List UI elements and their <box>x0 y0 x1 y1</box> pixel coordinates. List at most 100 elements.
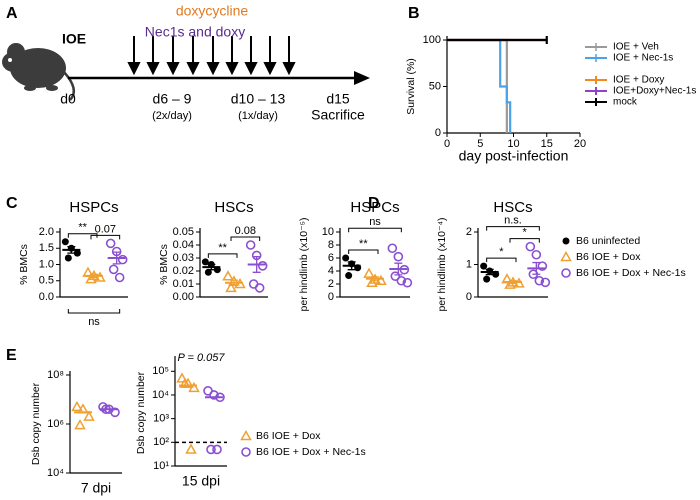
sig-label: n.s. <box>504 215 522 227</box>
y-tick-label: 100 <box>423 34 441 46</box>
chart-title: HSPCs <box>69 199 118 216</box>
sig-bracket <box>90 234 121 240</box>
data-point <box>245 240 256 250</box>
legend-label: IOE + Doxy <box>613 75 664 86</box>
dose-arrows <box>127 36 296 76</box>
y-tick-label: 0.03 <box>173 252 194 264</box>
y-tick-label: 10 <box>322 226 334 238</box>
chart-title: HSCs <box>493 199 532 216</box>
p-value: P = 0.057 <box>178 352 226 364</box>
data-point <box>188 381 200 393</box>
legend-marker <box>241 447 251 457</box>
y-tick-label: 10⁸ <box>47 369 64 381</box>
y-tick-label: 10¹ <box>153 460 169 472</box>
y-tick-label: 10⁶ <box>47 418 64 430</box>
data-point <box>201 258 209 266</box>
x-axis-label: day post-infection <box>459 148 569 164</box>
error-bar <box>509 280 517 284</box>
panel-label: A <box>6 5 18 22</box>
sig-label: 0.08 <box>235 225 256 237</box>
panel-label: E <box>6 347 17 364</box>
data-point <box>540 277 551 288</box>
data-point <box>185 443 197 454</box>
chart-title: HSCs <box>214 199 253 216</box>
data-point <box>71 400 83 412</box>
panel-label: C <box>6 195 18 212</box>
treatment-label: Nec1s and doxy <box>145 24 245 40</box>
y-tick-label: 0.5 <box>39 275 54 287</box>
y-tick-label: 1.0 <box>39 258 54 270</box>
x-tick-label: 10 <box>507 138 519 150</box>
error-bar <box>485 268 494 276</box>
error-bar <box>112 251 121 265</box>
event-label: Sacrifice <box>311 107 365 123</box>
sig-bracket <box>348 227 402 233</box>
data-point <box>61 238 69 246</box>
day-label: d6 – 9 <box>153 91 192 107</box>
y-axis-label: % BMCs <box>158 244 170 285</box>
data-point <box>108 264 119 275</box>
error-bar <box>230 279 238 286</box>
data-point <box>73 249 81 257</box>
error-bar <box>67 245 76 254</box>
error-bar <box>394 262 403 276</box>
data-point <box>176 372 188 383</box>
sig-bracket <box>509 238 540 243</box>
data-point <box>222 270 234 281</box>
data-point <box>257 260 268 271</box>
y-tick-label: 2 <box>328 278 334 290</box>
sig-bracket <box>67 309 121 314</box>
day-label: d0 <box>60 91 76 107</box>
sig-label: 0.07 <box>95 223 116 235</box>
sig-bracket <box>486 226 540 231</box>
data-point <box>179 377 191 388</box>
dose-label: (1x/day) <box>238 110 278 122</box>
legend-label: IOE + Veh <box>613 42 659 53</box>
panel-label: D <box>368 195 380 212</box>
data-point <box>402 277 413 288</box>
sig-bracket <box>348 249 379 254</box>
data-point <box>254 283 265 293</box>
error-bar <box>90 273 98 279</box>
x-tick-label: 15 <box>541 138 553 150</box>
error-bar <box>207 263 216 271</box>
data-point <box>204 268 212 276</box>
y-tick-label: 10² <box>153 436 169 448</box>
legend-label: B6 IOE + Dox <box>576 251 641 263</box>
chart-title: HSPCs <box>350 199 399 216</box>
y-tick-label: 0.01 <box>173 278 194 290</box>
x-tick-label: 5 <box>477 138 483 150</box>
sig-label: * <box>523 227 528 239</box>
day-label: d10 – 13 <box>231 91 286 107</box>
y-tick-label: 4 <box>328 265 334 277</box>
legend-label: B6 IOE + Dox + Nec-1s <box>256 446 366 458</box>
data-point <box>206 444 216 455</box>
y-axis-label: % BMCs <box>18 244 30 285</box>
data-point <box>396 275 407 286</box>
treatment-label: doxycycline <box>176 3 249 19</box>
data-point <box>534 275 545 286</box>
x-axis-label: 15 dpi <box>182 473 220 489</box>
x-tick-label: 0 <box>444 138 450 150</box>
legend-marker <box>560 250 572 262</box>
sig-label: ** <box>78 222 87 234</box>
y-tick-label: 50 <box>429 80 441 92</box>
data-point <box>363 267 375 278</box>
y-tick-label: 6 <box>328 252 334 264</box>
data-point <box>390 271 401 282</box>
legend-marker <box>561 268 571 278</box>
data-point <box>366 276 378 287</box>
data-point <box>64 254 72 262</box>
y-axis-label: per hindlimb (x10⁻⁵) <box>298 218 310 312</box>
y-tick-label: 0.04 <box>173 239 194 251</box>
sig-label: ** <box>359 238 368 250</box>
y-tick-label: 0.02 <box>173 265 194 277</box>
data-point <box>83 410 95 421</box>
sig-label: ** <box>218 242 227 254</box>
data-point <box>209 390 219 400</box>
y-tick-label: 0 <box>435 127 441 139</box>
legend-marker <box>240 429 252 441</box>
dose-label: (2x/day) <box>152 110 192 122</box>
